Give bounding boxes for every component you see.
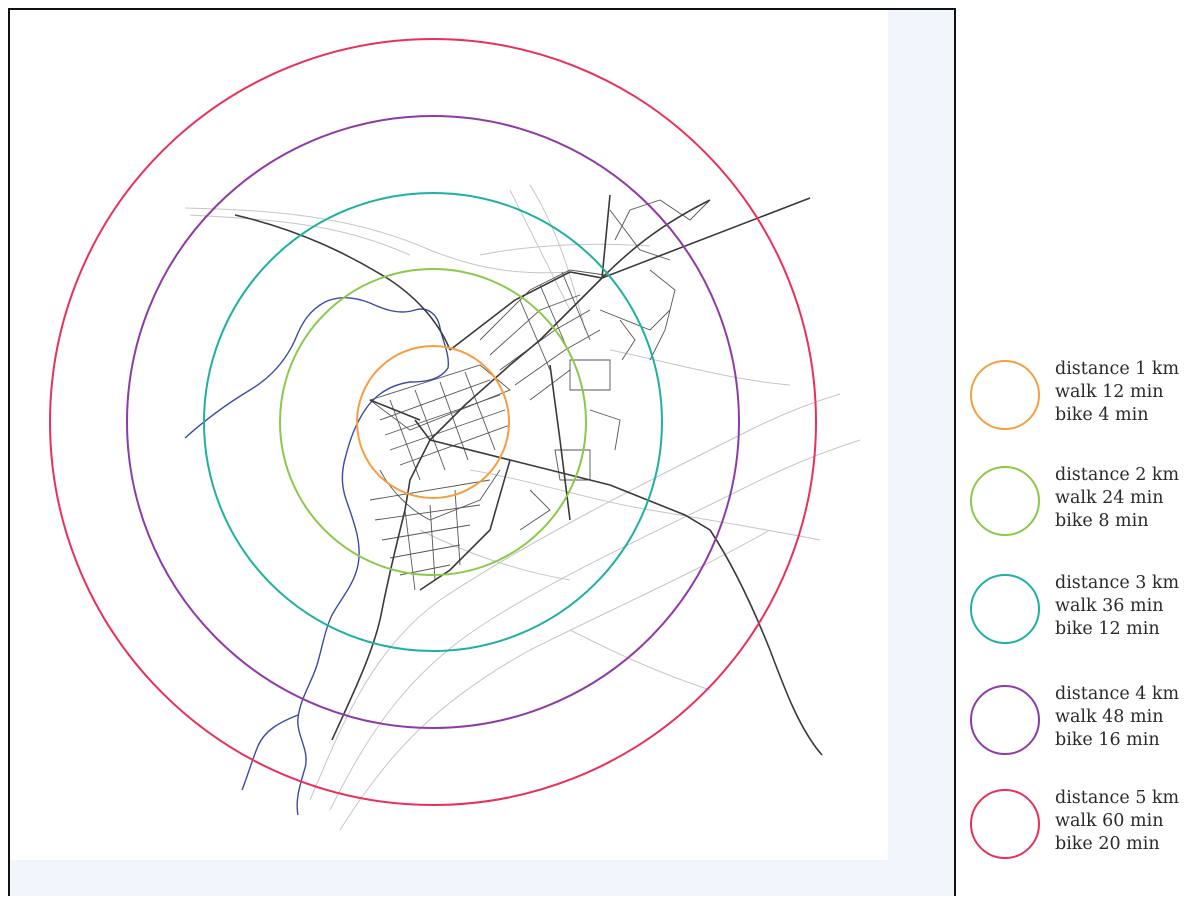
ring-5km (49, 38, 817, 806)
ring-2km (279, 268, 587, 576)
map-frame (8, 8, 956, 896)
teal-ring-icon (970, 574, 1040, 644)
coastline (184, 296, 450, 816)
distance-rings (49, 38, 817, 806)
legend-walk-time: walk 60 min (1055, 811, 1164, 831)
street-grid (369, 199, 711, 591)
terrain-contours (184, 184, 861, 831)
legend-walk-time: walk 12 min (1055, 382, 1164, 402)
map-canvas (10, 10, 888, 860)
legend-bike-time: bike 20 min (1055, 834, 1160, 854)
legend: distance 1 km walk 12 min bike 4 min dis… (958, 345, 1202, 898)
legend-item-4km: distance 4 km walk 48 min bike 16 min (958, 684, 1202, 785)
ring-3km (203, 192, 663, 652)
ring-1km (356, 345, 510, 499)
legend-distance: distance 4 km (1055, 684, 1180, 704)
orange-ring-icon (970, 360, 1040, 430)
legend-bike-time: bike 4 min (1055, 405, 1149, 425)
main-roads (234, 194, 823, 756)
legend-item-1km: distance 1 km walk 12 min bike 4 min (958, 359, 1202, 460)
legend-walk-time: walk 24 min (1055, 488, 1164, 508)
green-ring-icon (970, 466, 1040, 536)
legend-bike-time: bike 16 min (1055, 730, 1160, 750)
legend-walk-time: walk 36 min (1055, 596, 1164, 616)
purple-ring-icon (970, 685, 1040, 755)
legend-item-5km: distance 5 km walk 60 min bike 20 min (958, 788, 1202, 889)
legend-distance: distance 1 km (1055, 359, 1180, 379)
legend-distance: distance 3 km (1055, 573, 1180, 593)
legend-walk-time: walk 48 min (1055, 707, 1164, 727)
legend-item-2km: distance 2 km walk 24 min bike 8 min (958, 465, 1202, 566)
legend-distance: distance 2 km (1055, 465, 1180, 485)
legend-bike-time: bike 8 min (1055, 511, 1149, 531)
legend-distance: distance 5 km (1055, 788, 1180, 808)
legend-bike-time: bike 12 min (1055, 619, 1160, 639)
city-map (49, 38, 861, 831)
red-ring-icon (970, 789, 1040, 859)
legend-item-3km: distance 3 km walk 36 min bike 12 min (958, 573, 1202, 674)
ring-4km (126, 115, 740, 729)
